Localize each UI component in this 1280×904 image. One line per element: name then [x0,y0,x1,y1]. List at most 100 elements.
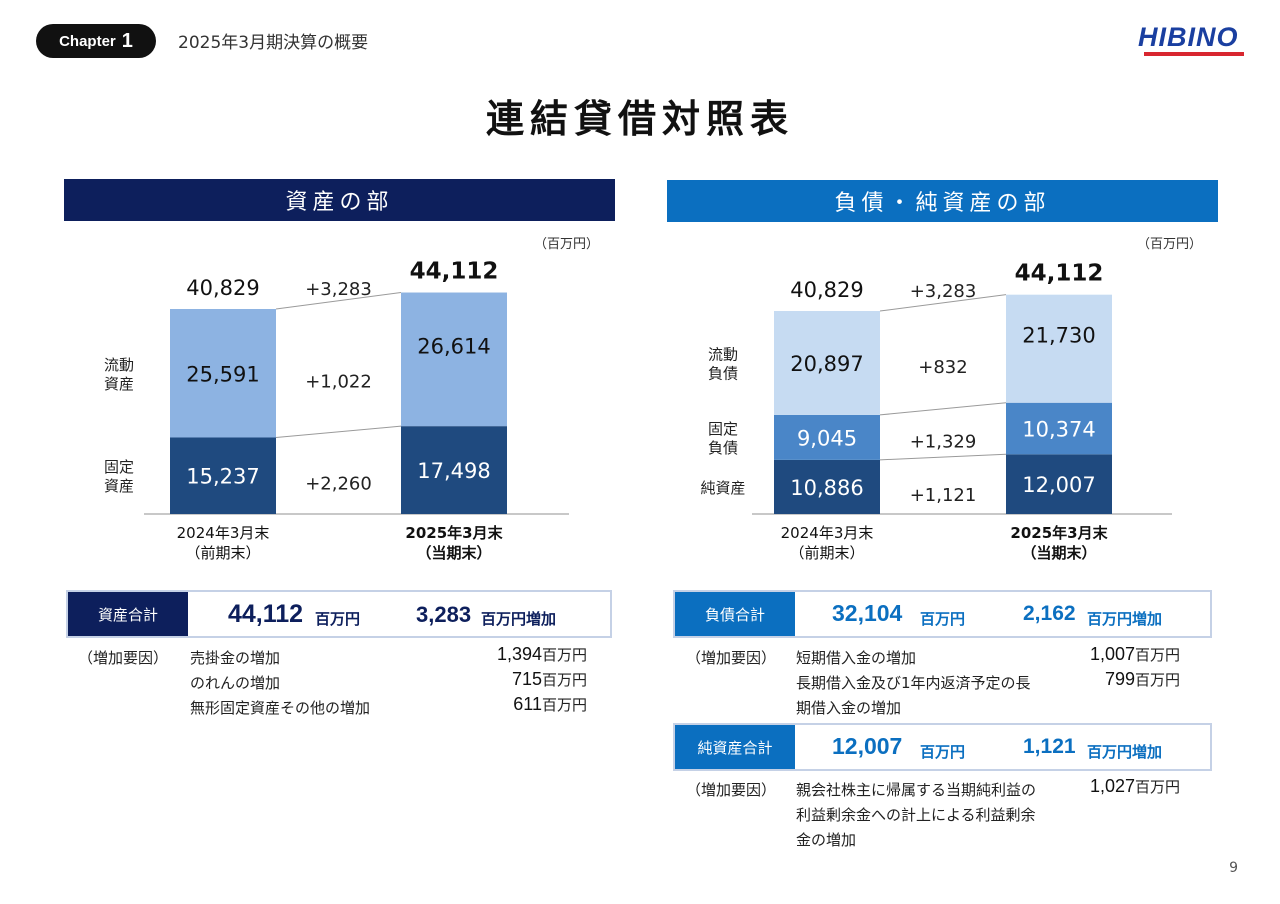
assets-series-label-2-1: 流動 [104,356,134,374]
assets-bar-1-1 [170,437,276,514]
liabilities-factor-value-2: 799 [1104,669,1135,689]
assets-x-label-2-1: 2025年3月末 [405,524,503,542]
assets-series-label-2-2: 資産 [104,375,134,393]
liabilities-factors-heading: （増加要因） [686,649,777,667]
logo-underline [1144,52,1244,56]
chapter-number: 1 [121,29,133,52]
liabilities-factor-value-1: 1,007 [1089,644,1135,664]
liabilities-factor-text-2-2: 期借入金の増加 [796,699,902,717]
liabilities-series-label-1-1: 純資産 [700,479,745,497]
liabilities-value-label-1-2: 12,007 [1022,473,1095,497]
assets-section-header: 資産の部 [64,179,615,221]
assets-total-value: 44,112 [228,600,304,628]
liabilities-bar-1-1 [774,459,880,514]
assets-value-label-2-1: 25,591 [186,362,259,386]
liabilities-diff-2: +1,329 [910,431,977,452]
liabilities-factor-amount-1: 1,007百万円 [1090,644,1180,665]
liabilities-series-label-2-2: 負債 [708,439,738,457]
assets-factor-value-2: 715 [511,669,542,689]
liabilities-factor-text-2-1: 長期借入金及び1年内返済予定の長 [796,674,1031,692]
liabilities-chart: 10,886 12,007 9,045 10,374 20,897 21,730 40,82… [700,261,1172,562]
liabilities-total-box: 負債合計 32,104 百万円 2,162 百万円増加 [673,590,1212,638]
liabilities-value-label-2-2: 10,374 [1022,418,1095,442]
net-assets-factor-text-1-3: 金の増加 [796,831,857,849]
liabilities-total-label-2: 44,112 [1015,261,1104,287]
net-assets-factor-amount-1: 1,027百万円 [1090,776,1180,797]
liabilities-value-label-3-1: 20,897 [790,352,863,376]
net-assets-total-unit: 百万円 [920,743,966,761]
liabilities-bar-2-2 [1006,402,1112,455]
liabilities-total-unit: 百万円 [920,610,966,628]
liabilities-value-label-2-1: 9,045 [797,426,857,450]
assets-diff-total: +3,283 [305,279,372,300]
assets-factor-value-1: 1,394 [496,644,542,664]
liabilities-series-label-3-1: 流動 [708,345,738,363]
assets-bar-1-2 [401,426,507,514]
company-logo: HIBINO [1138,22,1248,58]
liabilities-value-label-1-1: 10,886 [790,476,863,500]
liabilities-diff-total: +3,283 [910,281,977,302]
assets-series-label-1-1: 固定 [104,458,134,476]
assets-total-label: 資産合計 [68,592,188,636]
liabilities-factor-unit-2: 百万円 [1134,671,1180,689]
net-assets-total-label: 純資産合計 [675,725,795,769]
liabilities-series-label-2-1: 固定 [708,420,738,438]
liabilities-x-label-2-2: （当期末） [1021,544,1096,562]
liabilities-connector-3 [879,294,1007,312]
assets-factor-value-3: 611 [513,694,542,714]
liabilities-connector-2 [879,402,1007,416]
net-assets-total-box: 純資産合計 12,007 百万円 1,121 百万円増加 [673,723,1212,771]
logo-text: HIBINO [1138,22,1239,52]
assets-bar-2-1 [170,309,276,438]
liabilities-factor-amount-2: 799百万円 [1105,669,1180,690]
page-title: 連結貸借対照表 [485,97,794,141]
assets-factor-text-2-1: のれんの増加 [190,674,281,692]
assets-factor-amount-1: 1,394百万円 [497,644,587,665]
assets-value-label-1-2: 17,498 [417,459,490,483]
liabilities-bar-3-2 [1006,294,1112,403]
liabilities-bar-1-2 [1006,454,1112,514]
liabilities-x-label-1-2: （前期末） [789,544,864,562]
net-assets-factors-heading: （増加要因） [686,781,777,799]
assets-value-label-2-2: 26,614 [417,334,490,358]
liabilities-diff-1: +1,121 [910,485,977,506]
net-assets-change-value: 1,121 [1023,735,1076,758]
liabilities-total-label-1: 40,829 [790,278,863,302]
net-assets-factor-unit-1: 百万円 [1134,778,1180,796]
assets-chart: 15,237 17,498 25,591 26,614 40,829 44,112 +3,2… [104,259,569,562]
assets-total-unit: 百万円 [315,610,361,628]
assets-diff-1: +2,260 [305,474,372,495]
net-assets-total-value: 12,007 [832,733,903,759]
liabilities-section-header: 負債・純資産の部 [667,180,1218,222]
assets-factor-unit-2: 百万円 [541,671,587,689]
liabilities-bar-3-1 [774,311,880,415]
chapter-badge: Chapter 1 [36,24,156,58]
assets-total-label-2: 44,112 [410,259,499,285]
liabilities-change-value: 2,162 [1023,602,1076,625]
liabilities-series-label-3-2: 負債 [708,364,738,382]
liabilities-factor-text-1-1: 短期借入金の増加 [796,649,917,667]
liabilities-x-label-2-1: 2025年3月末 [1010,524,1108,542]
assets-value-label-1-1: 15,237 [186,465,259,489]
assets-connector-2 [275,292,402,310]
liabilities-diff-3: +832 [918,357,967,378]
assets-total-label-1: 40,829 [186,276,259,300]
assets-factor-unit-3: 百万円 [541,696,587,714]
liabilities-value-label-3-2: 21,730 [1022,324,1095,348]
liabilities-factor-unit-1: 百万円 [1134,646,1180,664]
net-assets-factor-text-1-1: 親会社株主に帰属する当期純利益の [796,781,1037,799]
assets-change-unit: 百万円増加 [481,610,557,628]
assets-x-label-1-1: 2024年3月末 [177,524,270,542]
assets-diff-2: +1,022 [305,371,372,392]
assets-unit-label: （百万円） [534,237,600,252]
page-number: 9 [1229,860,1238,876]
net-assets-factor-text-1-2: 利益剰余金への計上による利益剰余 [796,806,1036,824]
liabilities-connector-1 [879,453,1007,461]
assets-connector-1 [275,425,402,438]
assets-factor-text-3-1: 無形固定資産その他の増加 [190,699,371,717]
assets-factor-amount-2: 715百万円 [512,669,587,690]
assets-section-title: 資産の部 [285,190,394,215]
assets-factor-amount-3: 611百万円 [513,694,587,715]
net-assets-change-unit: 百万円増加 [1087,743,1163,761]
liabilities-change-unit: 百万円増加 [1087,610,1163,628]
